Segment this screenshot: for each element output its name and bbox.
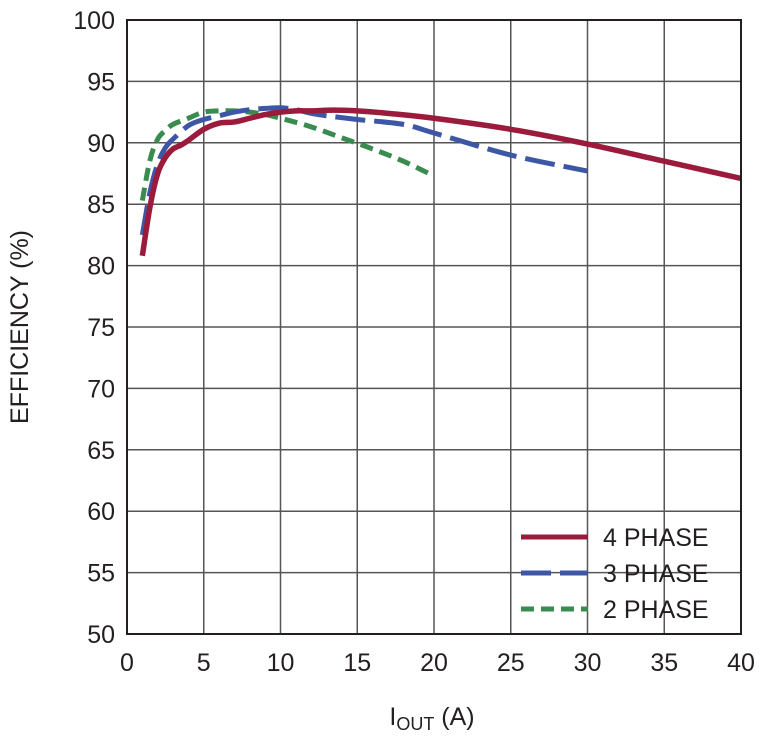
x-axis-title-subscript: OUT	[396, 714, 434, 734]
y-tick-label: 50	[87, 621, 115, 649]
x-axis-title: IOUT (A)	[389, 703, 474, 734]
y-tick-label: 65	[87, 437, 115, 465]
y-tick-label: 85	[87, 191, 115, 219]
y-tick-label: 90	[87, 130, 115, 158]
y-tick-label: 80	[87, 253, 115, 281]
y-tick-label: 100	[73, 7, 115, 35]
x-tick-label: 20	[420, 649, 448, 677]
x-tick-label: 0	[120, 649, 134, 677]
y-tick-label: 55	[87, 560, 115, 588]
legend-label: 4 PHASE	[603, 524, 709, 552]
x-axis-title-main: I	[389, 703, 396, 731]
plot-frame	[126, 19, 742, 635]
tick-labels: 0 5 10 15 20 25 30 35 40 50 55 60 65 70 75 80 85 90 95 100	[73, 7, 755, 677]
legend: 4 PHASE 3 PHASE 2 PHASE	[521, 524, 709, 624]
x-tick-label: 5	[197, 649, 211, 677]
y-tick-label: 60	[87, 498, 115, 526]
x-axis-title-unit: (A)	[434, 703, 474, 731]
legend-label: 3 PHASE	[603, 560, 709, 588]
y-tick-label: 70	[87, 375, 115, 403]
grid	[127, 20, 741, 634]
x-tick-label: 15	[343, 649, 371, 677]
y-tick-label: 75	[87, 314, 115, 342]
y-tick-label: 95	[87, 68, 115, 96]
x-tick-label: 10	[267, 649, 295, 677]
x-tick-label: 40	[727, 649, 755, 677]
series-line-4-phase	[139, 107, 742, 257]
x-tick-label: 35	[650, 649, 678, 677]
x-tick-label: 25	[497, 649, 525, 677]
x-tick-label: 30	[574, 649, 602, 677]
series-line-3-phase	[139, 105, 589, 236]
y-axis-title: EFFICIENCY (%)	[6, 230, 34, 424]
series-layer	[139, 105, 742, 257]
legend-label: 2 PHASE	[603, 596, 709, 624]
